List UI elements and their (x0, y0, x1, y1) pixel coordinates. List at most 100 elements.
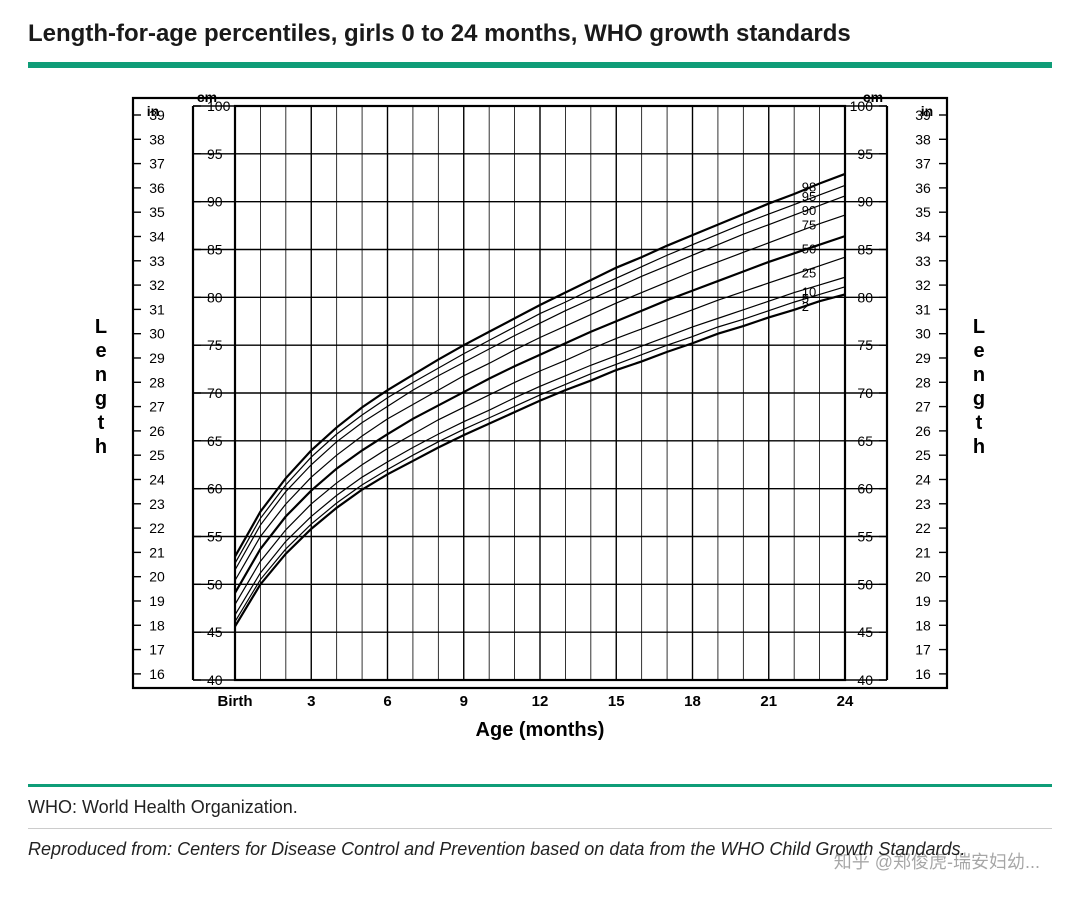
svg-text:95: 95 (802, 189, 816, 204)
svg-text:L: L (973, 316, 985, 338)
svg-text:85: 85 (207, 242, 223, 258)
svg-text:36: 36 (149, 180, 165, 196)
svg-text:21: 21 (915, 544, 931, 560)
svg-text:100: 100 (207, 98, 231, 114)
svg-text:24: 24 (915, 471, 931, 487)
svg-text:12: 12 (532, 693, 549, 710)
svg-text:35: 35 (149, 204, 165, 220)
svg-text:33: 33 (915, 253, 931, 269)
svg-text:50: 50 (802, 242, 816, 257)
svg-text:60: 60 (207, 481, 223, 497)
svg-text:16: 16 (915, 666, 931, 682)
svg-text:27: 27 (915, 399, 931, 415)
svg-text:23: 23 (915, 496, 931, 512)
svg-text:95: 95 (207, 146, 223, 162)
svg-text:31: 31 (149, 301, 165, 317)
svg-text:23: 23 (149, 496, 165, 512)
svg-text:30: 30 (915, 326, 931, 342)
svg-text:55: 55 (857, 529, 873, 545)
svg-text:50: 50 (857, 576, 873, 592)
svg-text:9: 9 (460, 693, 468, 710)
svg-text:70: 70 (207, 385, 223, 401)
svg-text:19: 19 (915, 593, 931, 609)
svg-text:85: 85 (857, 242, 873, 258)
svg-text:80: 80 (207, 289, 223, 305)
svg-text:22: 22 (915, 520, 931, 536)
svg-text:90: 90 (857, 194, 873, 210)
svg-text:45: 45 (857, 624, 873, 640)
svg-text:37: 37 (149, 156, 165, 172)
svg-text:50: 50 (207, 576, 223, 592)
svg-text:16: 16 (149, 666, 165, 682)
svg-text:n: n (973, 364, 985, 386)
svg-text:20: 20 (915, 569, 931, 585)
chart-title: Length-for-age percentiles, girls 0 to 2… (28, 20, 1052, 48)
svg-text:t: t (976, 412, 983, 434)
svg-text:24: 24 (149, 471, 165, 487)
svg-text:39: 39 (915, 107, 931, 123)
abbrev-note: WHO: World Health Organization. (28, 797, 1052, 818)
svg-text:Birth: Birth (218, 693, 253, 710)
svg-text:e: e (95, 340, 106, 362)
svg-text:95: 95 (857, 146, 873, 162)
svg-text:g: g (973, 388, 985, 410)
svg-text:34: 34 (149, 228, 165, 244)
svg-text:38: 38 (149, 131, 165, 147)
svg-text:e: e (973, 340, 984, 362)
svg-text:15: 15 (608, 693, 625, 710)
svg-text:27: 27 (149, 399, 165, 415)
svg-text:21: 21 (149, 544, 165, 560)
svg-text:60: 60 (857, 481, 873, 497)
notes-divider (28, 828, 1052, 829)
svg-text:70: 70 (857, 385, 873, 401)
svg-text:n: n (95, 364, 107, 386)
svg-text:24: 24 (837, 693, 854, 710)
svg-text:100: 100 (850, 98, 874, 114)
svg-text:55: 55 (207, 529, 223, 545)
svg-text:17: 17 (915, 642, 931, 658)
chart-container: cmcm404045455050555560606565707075758080… (28, 76, 1052, 766)
svg-text:31: 31 (915, 301, 931, 317)
svg-text:90: 90 (207, 194, 223, 210)
svg-text:75: 75 (857, 337, 873, 353)
svg-text:17: 17 (149, 642, 165, 658)
svg-text:32: 32 (149, 277, 165, 293)
svg-text:g: g (95, 388, 107, 410)
svg-text:80: 80 (857, 289, 873, 305)
accent-bar-bottom (28, 784, 1052, 787)
svg-text:6: 6 (383, 693, 391, 710)
svg-text:26: 26 (149, 423, 165, 439)
svg-text:25: 25 (149, 447, 165, 463)
svg-text:25: 25 (915, 447, 931, 463)
svg-text:33: 33 (149, 253, 165, 269)
svg-text:40: 40 (207, 672, 223, 688)
svg-text:75: 75 (207, 337, 223, 353)
source-note: Reproduced from: Centers for Disease Con… (28, 839, 1052, 860)
svg-text:28: 28 (149, 374, 165, 390)
svg-text:39: 39 (149, 107, 165, 123)
growth-chart-svg: cmcm404045455050555560606565707075758080… (45, 76, 1035, 766)
svg-text:38: 38 (915, 131, 931, 147)
svg-text:2: 2 (802, 299, 809, 314)
svg-text:25: 25 (802, 265, 816, 280)
svg-text:75: 75 (802, 218, 816, 233)
svg-text:29: 29 (149, 350, 165, 366)
accent-bar-top (28, 62, 1052, 68)
svg-text:35: 35 (915, 204, 931, 220)
svg-text:37: 37 (915, 156, 931, 172)
svg-text:18: 18 (684, 693, 701, 710)
svg-text:34: 34 (915, 228, 931, 244)
svg-text:22: 22 (149, 520, 165, 536)
svg-text:h: h (95, 436, 107, 458)
svg-text:29: 29 (915, 350, 931, 366)
svg-text:18: 18 (149, 617, 165, 633)
svg-text:40: 40 (857, 672, 873, 688)
svg-text:65: 65 (207, 433, 223, 449)
svg-text:45: 45 (207, 624, 223, 640)
svg-text:18: 18 (915, 617, 931, 633)
svg-text:3: 3 (307, 693, 315, 710)
svg-text:26: 26 (915, 423, 931, 439)
svg-text:19: 19 (149, 593, 165, 609)
svg-text:L: L (95, 316, 107, 338)
svg-text:30: 30 (149, 326, 165, 342)
